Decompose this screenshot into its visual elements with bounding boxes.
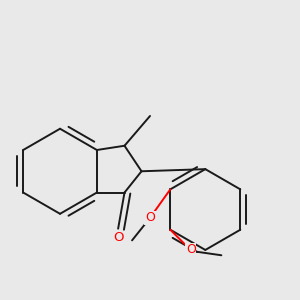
Text: O: O <box>145 211 155 224</box>
Text: O: O <box>113 231 123 244</box>
Text: O: O <box>186 243 196 256</box>
